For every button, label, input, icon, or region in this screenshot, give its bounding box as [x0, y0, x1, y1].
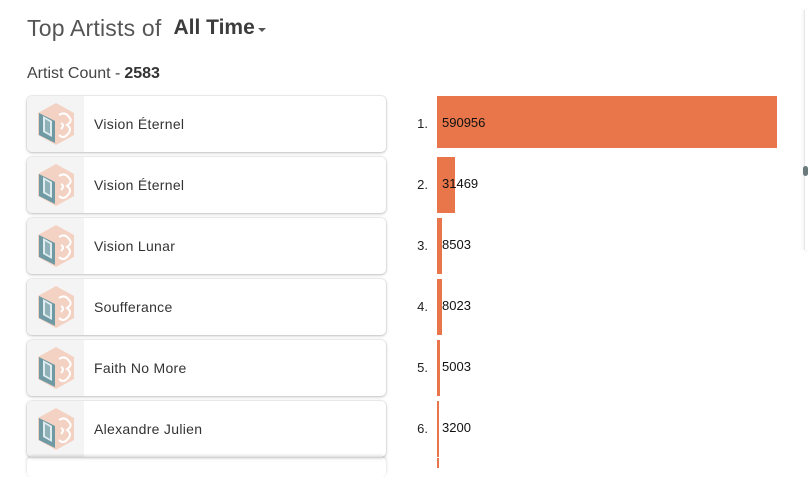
rank-number: 3. — [417, 238, 428, 253]
rank-number: 5. — [417, 360, 428, 375]
artist-card[interactable]: Vision Éternel — [27, 96, 386, 152]
artist-card[interactable]: Alexandre Julien — [27, 401, 386, 457]
artist-count: Artist Count - 2583 — [27, 65, 160, 83]
artist-name: Faith No More — [94, 360, 187, 376]
play-count-bar — [437, 157, 455, 213]
artist-name: Vision Éternel — [94, 177, 185, 193]
page-title: Top Artists of — [27, 14, 162, 41]
play-count-label: 8503 — [442, 237, 471, 252]
rank-number: 4. — [417, 299, 428, 314]
time-range-dropdown[interactable]: All Time — [173, 16, 266, 40]
artist-count-label: Artist Count - — [27, 65, 121, 82]
time-range-label: All Time — [173, 16, 255, 39]
artist-avatar — [27, 340, 84, 396]
artist-avatar — [27, 157, 84, 213]
page-header: Top Artists of All Time — [27, 12, 266, 44]
play-count-bar — [437, 340, 440, 396]
rank-number: 2. — [417, 177, 428, 192]
artist-avatar — [27, 218, 84, 274]
rank-number: 1. — [417, 116, 428, 131]
play-count-bar — [437, 401, 439, 457]
play-count-bar — [437, 279, 442, 335]
artist-card[interactable]: Faith No More — [27, 340, 386, 396]
artist-card[interactable]: Vision Éternel — [27, 157, 386, 213]
artist-avatar — [27, 96, 84, 152]
artist-count-value: 2583 — [124, 65, 160, 82]
artist-card-partial[interactable] — [27, 457, 386, 477]
play-count-bar — [437, 96, 777, 148]
artist-name: Vision Éternel — [94, 116, 185, 132]
side-panel-edge — [804, 10, 809, 250]
play-count-label: 3200 — [442, 420, 471, 435]
artist-name: Soufferance — [94, 299, 173, 315]
play-count-bar — [437, 218, 442, 274]
artist-card[interactable]: Vision Lunar — [27, 218, 386, 274]
caret-down-icon — [257, 28, 266, 32]
rank-number: 6. — [417, 421, 428, 436]
artist-name: Alexandre Julien — [94, 421, 203, 437]
artist-card[interactable]: Soufferance — [27, 279, 386, 335]
play-count-label: 5003 — [442, 359, 471, 374]
play-count-label: 31469 — [442, 176, 479, 191]
side-panel-handle[interactable] — [803, 166, 808, 176]
artist-avatar — [27, 401, 84, 457]
play-count-label: 590956 — [442, 115, 486, 130]
artist-avatar — [27, 279, 84, 335]
play-count-label: 8023 — [442, 298, 471, 313]
chart-bar-partial — [437, 458, 439, 468]
artist-name: Vision Lunar — [94, 238, 176, 254]
